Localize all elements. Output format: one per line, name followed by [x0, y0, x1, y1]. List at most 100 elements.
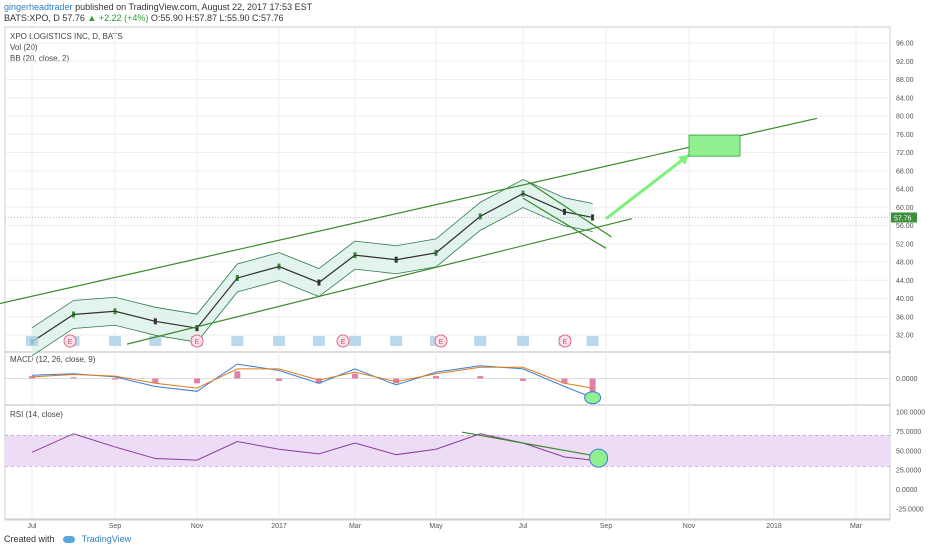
- macd-histogram-bar: [29, 376, 35, 379]
- price-tick-label: 56.00: [896, 223, 914, 230]
- earnings-marker-label: E: [195, 339, 200, 346]
- rsi-tick-label: -25.0000: [896, 507, 924, 514]
- last-price: 57.76: [62, 13, 85, 23]
- price-tick-label: 92.00: [896, 59, 914, 66]
- volume-bar: [109, 336, 121, 346]
- rsi-tick-label: 25.0000: [896, 468, 921, 475]
- price-change: +2.22 (+4%): [98, 13, 149, 23]
- price-tick-label: 36.00: [896, 314, 914, 321]
- target-arrow-head-icon: [678, 154, 689, 165]
- rsi-tick-label: 0.0000: [896, 487, 918, 494]
- macd-histogram-bar: [70, 377, 77, 379]
- rsi-trendline: [462, 431, 593, 457]
- publish-line: gingerheadtrader published on TradingVie…: [4, 2, 312, 12]
- rsi-tick-label: 75.0000: [896, 429, 921, 436]
- wedge-upper-trendline: [528, 181, 612, 238]
- price-tick-label: 68.00: [896, 168, 914, 175]
- legend-rsi: RSI (14, close): [10, 410, 63, 419]
- macd-histogram-bar: [194, 378, 200, 384]
- current-price-label: 57.76: [894, 215, 912, 222]
- macd-highlight-ellipse: [584, 391, 602, 405]
- price-tick-label: 64.00: [896, 187, 914, 194]
- price-tick-label: 72.00: [896, 150, 914, 157]
- tradingview-logo-icon: [63, 536, 76, 544]
- macd-zero-label: 0.0000: [896, 376, 918, 383]
- legend-volume: Vol (20): [10, 43, 38, 52]
- time-tick-label: Nov: [191, 523, 204, 530]
- channel-lower-trendline: [126, 218, 632, 345]
- volume-bar: [273, 336, 285, 346]
- rsi-tick-label: 50.0000: [896, 448, 921, 455]
- price-tick-label: 88.00: [896, 77, 914, 84]
- earnings-marker-label: E: [563, 339, 568, 346]
- price-tick-label: 60.00: [896, 205, 914, 212]
- volume-bar: [231, 336, 244, 346]
- volume-bar: [586, 336, 599, 346]
- time-tick-label: May: [429, 523, 443, 530]
- bollinger-band-fill: [32, 179, 593, 356]
- volume-bar: [474, 336, 487, 346]
- footer-brand[interactable]: TradingView: [81, 534, 132, 544]
- macd-histogram-bar: [234, 371, 241, 379]
- macd-histogram-bar: [561, 378, 568, 384]
- price-tick-label: 40.00: [896, 296, 914, 303]
- author-link[interactable]: gingerheadtrader: [4, 2, 73, 12]
- macd-signal-line: [31, 366, 593, 389]
- symbol-line: BATS:XPO, D 57.76 ▲ +2.22 (+4%) O:55.90 …: [4, 13, 284, 23]
- macd-line: [31, 363, 593, 399]
- time-tick-label: Sep: [600, 523, 613, 530]
- time-tick-label: 2018: [766, 523, 782, 530]
- legend-macd: MACD (12, 26, close, 9): [10, 355, 96, 364]
- volume-bar: [517, 336, 529, 346]
- time-tick-label: Nov: [683, 523, 696, 530]
- channel-upper-trendline: [0, 117, 818, 305]
- earnings-marker-icon: [190, 334, 204, 348]
- symbol-label: BATS:XPO, D: [4, 13, 60, 23]
- current-price-badge: [891, 212, 917, 223]
- price-tick-label: 76.00: [896, 132, 914, 139]
- time-tick-label: 2017: [271, 523, 287, 530]
- macd-histogram-bar: [276, 378, 282, 381]
- earnings-marker-label: E: [341, 339, 346, 346]
- legend-bollinger: BB (20, close, 2): [10, 54, 70, 63]
- volume-bar: [312, 336, 325, 346]
- macd-histogram-bar: [433, 376, 439, 379]
- time-tick-label: Jul: [519, 523, 528, 530]
- volume-bar: [149, 336, 162, 346]
- macd-histogram-bar: [520, 378, 526, 381]
- price-series-line: [31, 192, 593, 343]
- macd-histogram-bar: [589, 378, 596, 393]
- price-tick-label: 48.00: [896, 260, 914, 267]
- wedge-lower-trendline: [522, 197, 607, 249]
- footer-created-with: Created with: [4, 534, 55, 544]
- price-tick-label: 32.00: [896, 333, 914, 340]
- volume-bar: [26, 336, 38, 346]
- price-tick-label: 44.00: [896, 278, 914, 285]
- ohlc-values: O:55.90 H:57.87 L:55.90 C:57.76: [150, 13, 284, 23]
- macd-histogram-bar: [152, 378, 159, 384]
- earnings-marker-icon: [63, 334, 77, 348]
- target-arrow-shaft: [605, 153, 690, 220]
- price-tick-label: 80.00: [896, 114, 914, 121]
- earnings-marker-icon: [558, 334, 572, 348]
- rsi-band-fill: [5, 435, 890, 467]
- volume-bar: [349, 336, 361, 346]
- rsi-highlight-circle: [589, 448, 609, 468]
- footer: Created with TradingView: [4, 534, 131, 544]
- plot-frame: [4, 26, 891, 520]
- earnings-marker-icon: [336, 334, 350, 348]
- macd-histogram-bar: [315, 378, 322, 384]
- earnings-marker-icon: [434, 334, 448, 348]
- published-text: published on TradingView.com, August 22,…: [75, 2, 313, 12]
- up-triangle-icon: ▲: [87, 13, 97, 23]
- time-tick-label: Sep: [109, 523, 122, 530]
- macd-histogram-bar: [393, 378, 400, 384]
- price-tick-label: 84.00: [896, 95, 914, 102]
- rsi-tick-label: 100.0000: [896, 410, 925, 417]
- target-zone-box: [688, 134, 741, 157]
- macd-histogram-bar: [477, 376, 484, 379]
- time-tick-label: Mar: [349, 523, 362, 530]
- price-tick-label: 52.00: [896, 241, 914, 248]
